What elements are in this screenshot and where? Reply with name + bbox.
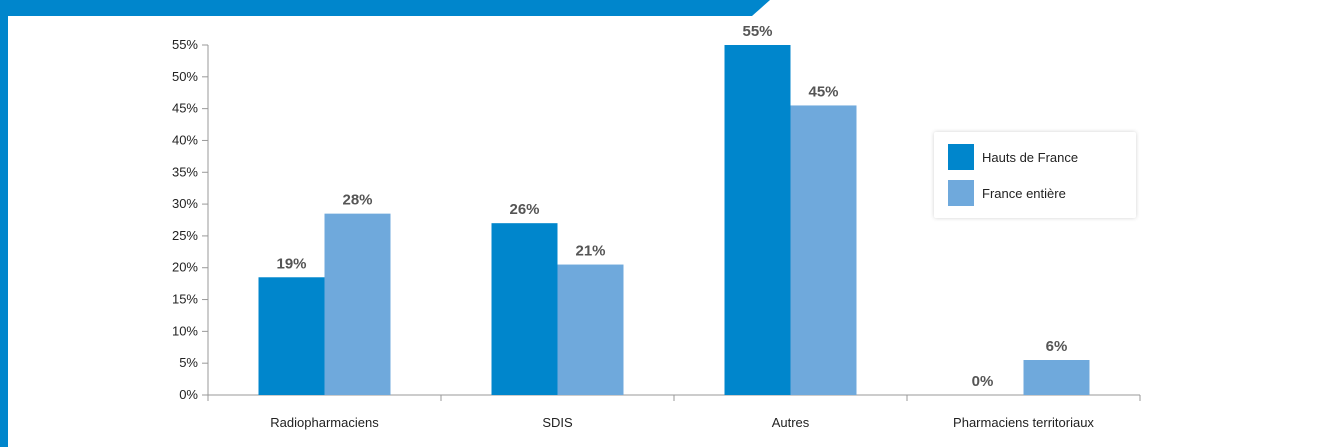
y-tick-label: 5% [179, 355, 198, 370]
y-tick-label: 50% [172, 69, 198, 84]
legend-swatch-france-entiere [948, 180, 974, 206]
bar [491, 223, 558, 395]
data-label: 26% [509, 201, 539, 218]
data-label: 21% [575, 243, 605, 260]
y-tick-label: 25% [172, 228, 198, 243]
data-label: 45% [808, 83, 838, 100]
left-frame-border [0, 0, 8, 447]
y-tick-label: 55% [172, 37, 198, 52]
y-tick-label: 30% [172, 196, 198, 211]
legend-item-hauts-de-france: Hauts de France [948, 144, 1078, 170]
legend-label-france-entiere: France entière [982, 185, 1066, 201]
x-category-label: Pharmaciens territoriaux [953, 415, 1094, 430]
data-label: 19% [276, 255, 306, 272]
y-tick-label: 20% [172, 260, 198, 275]
header-banner [0, 0, 770, 16]
x-category-label: SDIS [542, 415, 573, 430]
x-axis: Radiopharmaciens SDIS Autres Pharmaciens te… [207, 394, 1141, 430]
bar [724, 45, 791, 395]
legend: Hauts de France France entière [934, 132, 1136, 218]
y-tick-label: 45% [172, 101, 198, 116]
y-tick-label: 40% [172, 132, 198, 147]
y-tick-label: 15% [172, 292, 198, 307]
bar [557, 264, 624, 395]
data-label: 28% [342, 192, 372, 209]
data-label: 0% [972, 373, 994, 390]
y-axis: 0% 5% 10% 15% 20% 25% 30% 35% 40% 45% 50% 55% [172, 37, 209, 402]
bars [258, 45, 1090, 396]
legend-swatch-hauts-de-france [948, 144, 974, 170]
legend-label-hauts-de-france: Hauts de France [982, 149, 1079, 165]
legend-item-france-entiere: France entière [948, 180, 1066, 206]
data-label: 6% [1046, 338, 1068, 355]
bar [258, 277, 325, 395]
y-tick-label: 0% [179, 387, 198, 402]
data-label: 55% [742, 23, 772, 40]
bar [1023, 360, 1090, 395]
y-tick-label: 35% [172, 164, 198, 179]
x-category-label: Radiopharmaciens [270, 415, 379, 430]
x-category-label: Autres [772, 415, 810, 430]
y-tick-label: 10% [172, 323, 198, 338]
bar [324, 213, 391, 395]
data-labels: 19% 26% 55% 0% 28% 21% 45% 6% [276, 23, 1067, 390]
bar [790, 105, 857, 396]
